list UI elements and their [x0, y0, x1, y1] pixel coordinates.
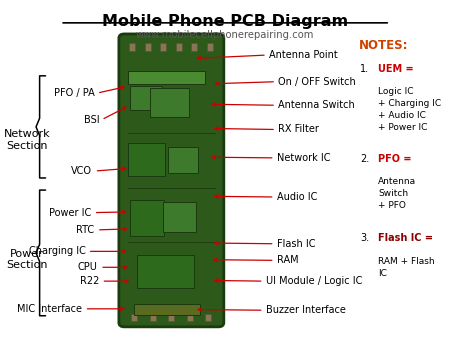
Bar	[176, 43, 182, 51]
Text: CPU: CPU	[78, 262, 98, 272]
Bar	[128, 143, 164, 176]
Text: Audio IC: Audio IC	[276, 192, 317, 202]
Text: RAM + Flash
IC: RAM + Flash IC	[378, 257, 435, 278]
Bar	[160, 43, 166, 51]
Text: 2.: 2.	[360, 154, 369, 164]
Text: Antenna
Switch
+ PFO: Antenna Switch + PFO	[378, 177, 416, 210]
Text: Buzzer Interface: Buzzer Interface	[265, 305, 346, 315]
Bar	[168, 314, 174, 321]
Bar	[168, 147, 198, 173]
Text: Network
Section: Network Section	[4, 129, 51, 151]
Text: BSI: BSI	[83, 115, 99, 125]
Text: R22: R22	[80, 276, 99, 286]
Text: RAM: RAM	[276, 255, 298, 265]
Text: PFO =: PFO =	[378, 154, 412, 164]
Bar	[128, 70, 205, 84]
Text: NOTES:: NOTES:	[359, 39, 409, 52]
Text: 3.: 3.	[360, 233, 369, 243]
Text: Network IC: Network IC	[276, 153, 330, 163]
Bar	[187, 314, 192, 321]
Text: Power IC: Power IC	[49, 208, 91, 217]
Bar	[207, 43, 213, 51]
Bar	[150, 314, 155, 321]
Text: RTC: RTC	[76, 225, 95, 235]
Text: Flash IC =: Flash IC =	[378, 233, 433, 243]
FancyBboxPatch shape	[119, 34, 224, 327]
Text: RX Filter: RX Filter	[278, 125, 319, 134]
Text: Mobile Phone PCB Diagram: Mobile Phone PCB Diagram	[102, 14, 348, 29]
Bar	[150, 88, 189, 117]
Text: Logic IC
+ Charging IC
+ Audio IC
+ Power IC: Logic IC + Charging IC + Audio IC + Powe…	[378, 87, 441, 132]
Text: UI Module / Logic IC: UI Module / Logic IC	[265, 276, 362, 286]
Text: MIC Interface: MIC Interface	[17, 304, 82, 314]
Text: PFO / PA: PFO / PA	[54, 88, 95, 98]
Bar	[130, 86, 162, 110]
Bar	[135, 304, 200, 315]
Bar	[205, 314, 211, 321]
Text: VCO: VCO	[71, 166, 92, 176]
Text: Flash IC: Flash IC	[276, 239, 315, 249]
Bar	[145, 43, 151, 51]
Text: UEM =: UEM =	[378, 64, 414, 74]
Bar	[191, 43, 197, 51]
Bar	[129, 43, 136, 51]
Text: 1.: 1.	[360, 64, 369, 74]
Text: Antenna Point: Antenna Point	[269, 50, 337, 60]
Bar	[164, 202, 196, 232]
Text: On / OFF Switch: On / OFF Switch	[278, 77, 356, 87]
Text: Antenna Switch: Antenna Switch	[278, 100, 355, 110]
Text: www.mobilecellphonerepairing.com: www.mobilecellphonerepairing.com	[136, 30, 314, 40]
Bar	[130, 200, 164, 236]
Text: Power
Section: Power Section	[7, 248, 48, 270]
Bar	[131, 314, 137, 321]
Bar	[137, 255, 194, 288]
Text: Charging IC: Charging IC	[28, 246, 85, 257]
